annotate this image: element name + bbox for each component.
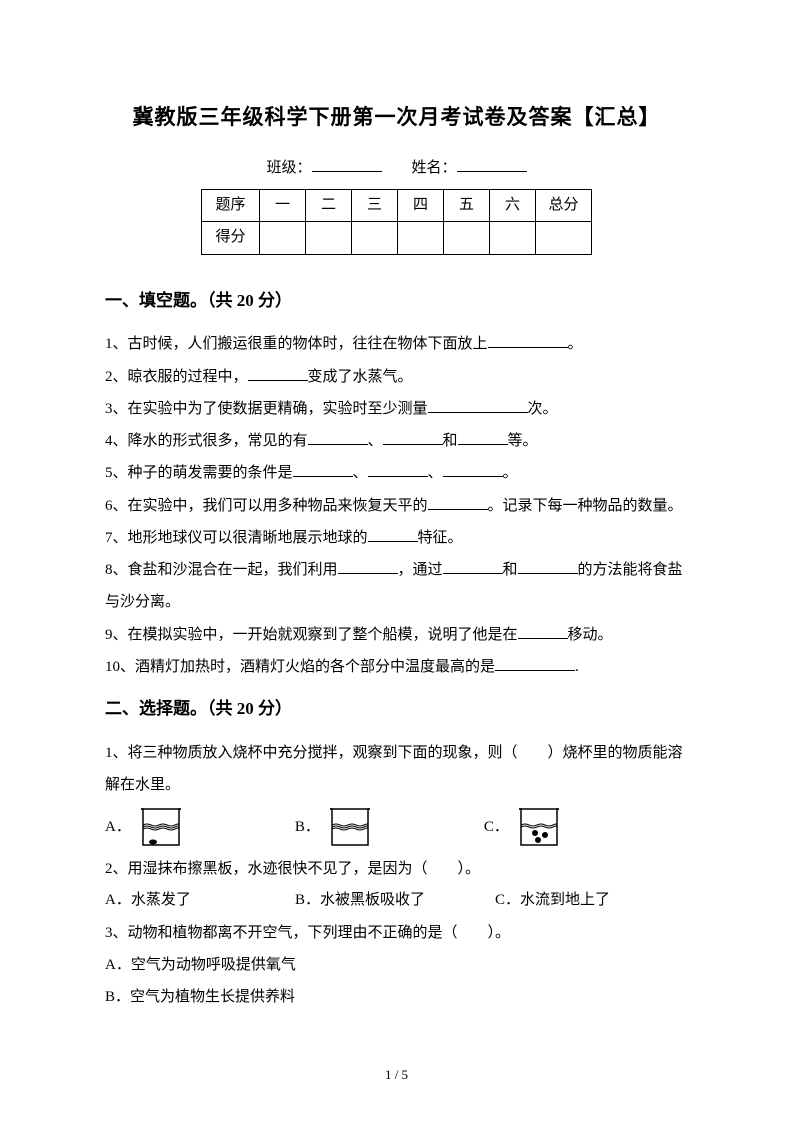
opt-b: B．水被黑板吸收了	[295, 885, 495, 917]
text: 、	[368, 433, 383, 449]
page-number: 1 / 5	[0, 1061, 793, 1088]
s1-q7: 7、地形地球仪可以很清晰地展示地球的 特征。	[105, 522, 688, 554]
beaker-icon	[515, 805, 563, 849]
text: 次。	[528, 401, 558, 417]
s1-q1: 1、古时候，人们搬运很重的物体时，往往在物体下面放上 。	[105, 328, 688, 360]
blank	[338, 560, 398, 574]
blank	[428, 399, 528, 413]
th-col: 五	[444, 189, 490, 222]
text: 。	[503, 465, 518, 481]
text: 5、种子的萌发需要的条件是	[105, 465, 293, 481]
s1-q10: 10、酒精灯加热时，酒精灯火焰的各个部分中温度最高的是.	[105, 651, 688, 683]
s1-q5: 5、种子的萌发需要的条件是 、 、 。	[105, 457, 688, 489]
s1-q8: 8、食盐和沙混合在一起，我们利用，通过和的方法能将食盐与沙分离。	[105, 554, 688, 619]
opt-label: B．	[295, 814, 320, 841]
blank	[443, 463, 503, 477]
th-col: 一	[260, 189, 306, 222]
s2-q2-options: A．水蒸发了 B．水被黑板吸收了 C．水流到地上了	[105, 885, 688, 917]
blank	[368, 528, 418, 542]
text: 。	[568, 336, 583, 352]
th-col: 四	[398, 189, 444, 222]
blank	[248, 367, 308, 381]
td-cell	[444, 222, 490, 255]
td-cell	[260, 222, 306, 255]
text: 和	[443, 433, 458, 449]
th-label: 题序	[202, 189, 260, 222]
text: 、	[428, 465, 443, 481]
text: 移动。	[568, 627, 613, 643]
text: 、	[353, 465, 368, 481]
td-cell	[536, 222, 592, 255]
blank	[488, 334, 568, 348]
table-row: 得分	[202, 222, 592, 255]
s2-q3-opt-a: A．空气为动物呼吸提供氧气	[105, 949, 688, 981]
text: 变成了水蒸气。	[308, 369, 413, 385]
blank	[383, 431, 443, 445]
blank	[518, 560, 578, 574]
td-cell	[306, 222, 352, 255]
blank	[293, 463, 353, 477]
text: 2、晾衣服的过程中，	[105, 369, 248, 385]
blank	[428, 496, 488, 510]
opt-label: C．	[484, 814, 509, 841]
th-total: 总分	[536, 189, 592, 222]
beaker-icon	[137, 805, 185, 849]
text: 1、古时候，人们搬运很重的物体时，往往在物体下面放上	[105, 336, 488, 352]
s1-q2: 2、晾衣服的过程中， 变成了水蒸气。	[105, 361, 688, 393]
class-label: 班级：	[266, 160, 311, 176]
s2-q1-stem: 1、将三种物质放入烧杯中充分搅拌，观察到下面的现象，则（ ）烧杯里的物质能溶解在…	[105, 737, 688, 802]
td-cell	[352, 222, 398, 255]
s2-q2-stem: 2、用湿抹布擦黑板，水迹很快不见了，是因为（ ）。	[105, 853, 688, 885]
blank	[458, 431, 508, 445]
s1-q3: 3、在实验中为了使数据更精确，实验时至少测量 次。	[105, 393, 688, 425]
s1-q9: 9、在模拟实验中，一开始就观察到了整个船模，说明了他是在 移动。	[105, 619, 688, 651]
opt-b: B．	[295, 805, 374, 849]
blank	[495, 657, 575, 671]
text: 特征。	[418, 530, 463, 546]
s1-q6: 6、在实验中，我们可以用多种物品来恢复天平的 。记录下每一种物品的数量。	[105, 490, 688, 522]
opt-label: A．	[105, 814, 131, 841]
text: ，通过	[398, 562, 443, 578]
section2-heading: 二、选择题。（共 20 分）	[105, 691, 688, 727]
blank	[308, 431, 368, 445]
blank	[368, 463, 428, 477]
name-blank	[457, 158, 527, 172]
text: 等。	[508, 433, 538, 449]
beaker-icon	[326, 805, 374, 849]
th-col: 三	[352, 189, 398, 222]
text: 。记录下每一种物品的数量。	[488, 498, 683, 514]
opt-a: A．水蒸发了	[105, 885, 295, 917]
s1-q4: 4、降水的形式很多，常见的有 、 和 等。	[105, 425, 688, 457]
th-col: 二	[306, 189, 352, 222]
text: 10、酒精灯加热时，酒精灯火焰的各个部分中温度最高的是	[105, 659, 495, 675]
page-title: 冀教版三年级科学下册第一次月考试卷及答案【汇总】	[105, 95, 688, 139]
blank	[518, 625, 568, 639]
text: 7、地形地球仪可以很清晰地展示地球的	[105, 530, 368, 546]
s2-q3-opt-b: B．空气为植物生长提供养料	[105, 981, 688, 1013]
th-col: 六	[490, 189, 536, 222]
text: 4、降水的形式很多，常见的有	[105, 433, 308, 449]
td-label: 得分	[202, 222, 260, 255]
text: 8、食盐和沙混合在一起，我们利用	[105, 562, 338, 578]
text: 9、在模拟实验中，一开始就观察到了整个船模，说明了他是在	[105, 627, 518, 643]
text: 6、在实验中，我们可以用多种物品来恢复天平的	[105, 498, 428, 514]
opt-c: C．	[484, 805, 563, 849]
opt-a: A．	[105, 805, 185, 849]
td-cell	[490, 222, 536, 255]
s2-q1-options: A． B． C．	[105, 805, 688, 849]
text: 和	[503, 562, 518, 578]
text: 3、在实验中为了使数据更精确，实验时至少测量	[105, 401, 428, 417]
name-label: 姓名：	[412, 160, 457, 176]
score-table: 题序 一 二 三 四 五 六 总分 得分	[201, 189, 592, 255]
s2-q3-stem: 3、动物和植物都离不开空气，下列理由不正确的是（ ）。	[105, 917, 688, 949]
td-cell	[398, 222, 444, 255]
section1-heading: 一、填空题。（共 20 分）	[105, 283, 688, 319]
opt-c: C．水流到地上了	[495, 885, 610, 917]
table-row: 题序 一 二 三 四 五 六 总分	[202, 189, 592, 222]
info-row: 班级： 姓名：	[105, 153, 688, 185]
class-blank	[312, 158, 382, 172]
blank	[443, 560, 503, 574]
text: .	[575, 659, 579, 675]
